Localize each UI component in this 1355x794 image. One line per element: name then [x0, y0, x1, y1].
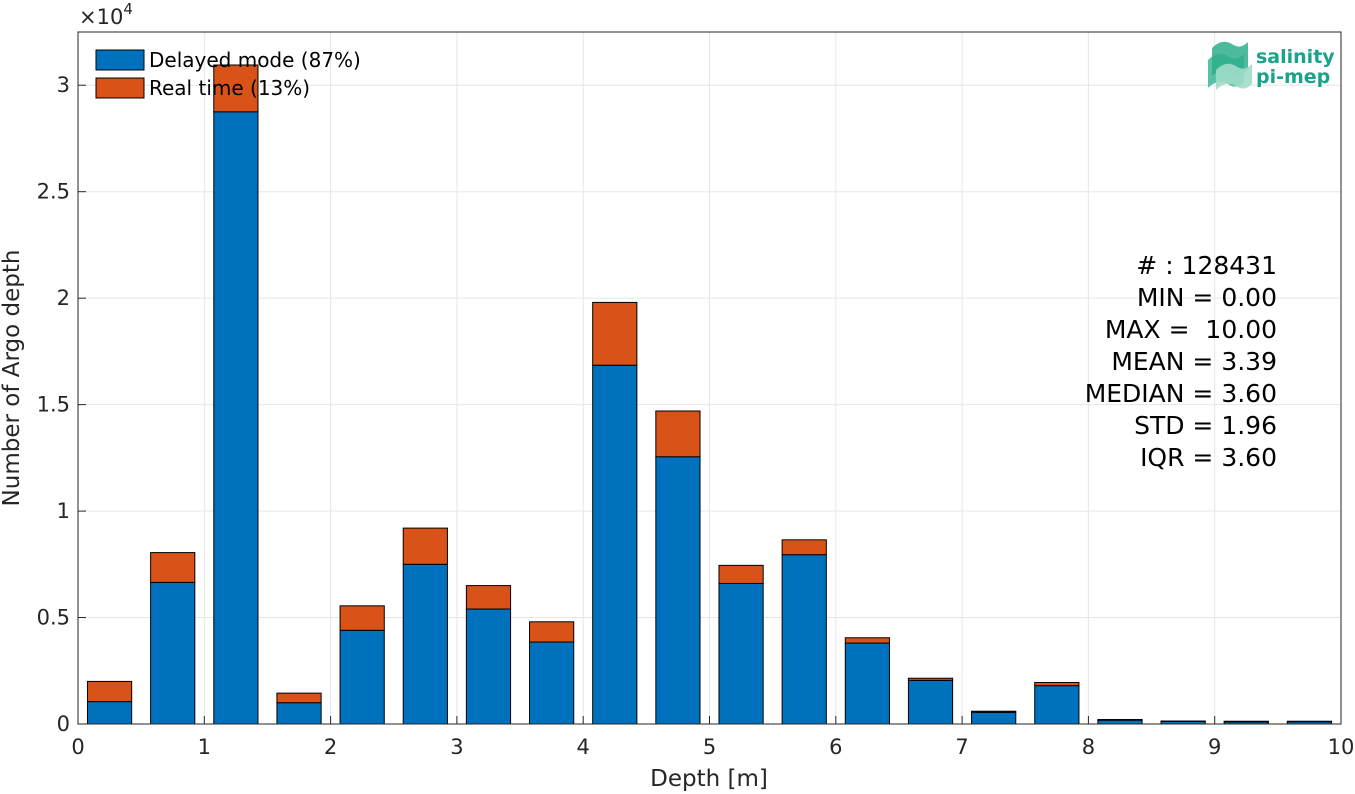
bar-real-time: [86, 680, 133, 703]
legend-swatch-delayed: [95, 49, 145, 71]
legend: Delayed mode (87%) Real time (13%): [95, 48, 361, 100]
y-tick-label: 0: [57, 712, 70, 736]
statistics-block: # : 128431 MIN = 0.00 MAX = 10.00 MEAN = 3.…: [1085, 251, 1277, 472]
bar-delayed-mode: [592, 364, 638, 725]
ticks: 0 1 2 3 4 5 6 7 8 9 10 0 0.5 1 1.5 2 2.5 3: [37, 73, 1355, 759]
y-tick-label: 2: [57, 286, 70, 310]
bar-real-time: [592, 301, 638, 366]
x-tick-label: 9: [1208, 735, 1221, 759]
bar-real-time: [150, 552, 196, 583]
bar-delayed-mode: [339, 629, 385, 725]
bar-real-time: [907, 677, 954, 681]
bar-real-time: [276, 692, 322, 704]
bars: [86, 64, 1333, 725]
x-tick-label: 6: [829, 735, 842, 759]
stat-line: IQR = 3.60: [1140, 443, 1277, 472]
bar-delayed-mode: [1097, 719, 1143, 725]
salinity-pimep-logo: salinity pi-mep: [1208, 41, 1335, 90]
x-tick-label: 3: [450, 735, 463, 759]
stat-line: MIN = 0.00: [1137, 283, 1277, 312]
bar-real-time: [718, 564, 764, 584]
y-tick-label: 1.5: [37, 393, 70, 417]
x-tick-label: 2: [324, 735, 337, 759]
bar-delayed-mode: [402, 563, 448, 725]
bar-real-time: [844, 637, 890, 644]
bar-real-time: [781, 539, 827, 556]
logo-text-salinity: salinity: [1256, 46, 1335, 68]
y-tick-label: 1: [57, 499, 70, 523]
bar-real-time: [1286, 720, 1333, 723]
legend-swatch-realtime: [95, 77, 145, 99]
bar-real-time: [465, 585, 512, 610]
bar-real-time: [402, 527, 448, 565]
y-tick-label: 3: [57, 73, 70, 97]
x-tick-label: 8: [1082, 735, 1095, 759]
bar-real-time: [1097, 719, 1143, 721]
bar-delayed-mode: [86, 701, 133, 725]
legend-label-delayed: Delayed mode (87%): [149, 48, 361, 72]
logo-mark-icon: [1208, 41, 1252, 90]
y-tick-label: 0.5: [37, 606, 70, 630]
grid-lines: [77, 32, 1342, 725]
y-exponent-label: ×104: [79, 0, 133, 29]
bar-delayed-mode: [529, 641, 575, 725]
stat-line: # : 128431: [1136, 251, 1277, 280]
bar-delayed-mode: [1034, 685, 1080, 725]
bar-real-time: [1160, 720, 1206, 723]
bar-real-time: [1223, 720, 1269, 723]
stat-line: MEAN = 3.39: [1111, 347, 1277, 376]
logo-text-pimep: pi-mep: [1256, 66, 1330, 88]
x-tick-label: 10: [1328, 735, 1355, 759]
bar-delayed-mode: [718, 582, 764, 725]
x-tick-label: 5: [703, 735, 716, 759]
bar-real-time: [213, 64, 259, 113]
bar-delayed-mode: [781, 554, 827, 725]
x-tick-label: 4: [577, 735, 590, 759]
bar-delayed-mode: [465, 608, 512, 725]
stat-line: MEDIAN = 3.60: [1085, 379, 1277, 408]
bar-delayed-mode: [971, 711, 1017, 725]
y-tick-label: 2.5: [37, 180, 70, 204]
y-axis-label: Number of Argo depth: [0, 250, 25, 507]
bar-delayed-mode: [213, 111, 259, 725]
bar-delayed-mode: [844, 642, 890, 725]
stat-line: STD = 1.96: [1134, 411, 1277, 440]
bar-real-time: [529, 621, 575, 643]
bar-delayed-mode: [276, 702, 322, 725]
x-tick-label: 7: [955, 735, 968, 759]
bar-delayed-mode: [655, 456, 701, 725]
stat-line: MAX = 10.00: [1105, 315, 1277, 344]
bar-delayed-mode: [150, 581, 196, 725]
legend-label-realtime: Real time (13%): [149, 76, 310, 100]
bar-real-time: [339, 605, 385, 631]
x-tick-label: 1: [198, 735, 211, 759]
bar-real-time: [971, 710, 1017, 713]
bar-real-time: [1034, 681, 1080, 687]
x-tick-label: 0: [71, 735, 84, 759]
x-axis-label: Depth [m]: [650, 766, 768, 792]
bar-real-time: [655, 410, 701, 458]
bar-delayed-mode: [907, 679, 954, 725]
